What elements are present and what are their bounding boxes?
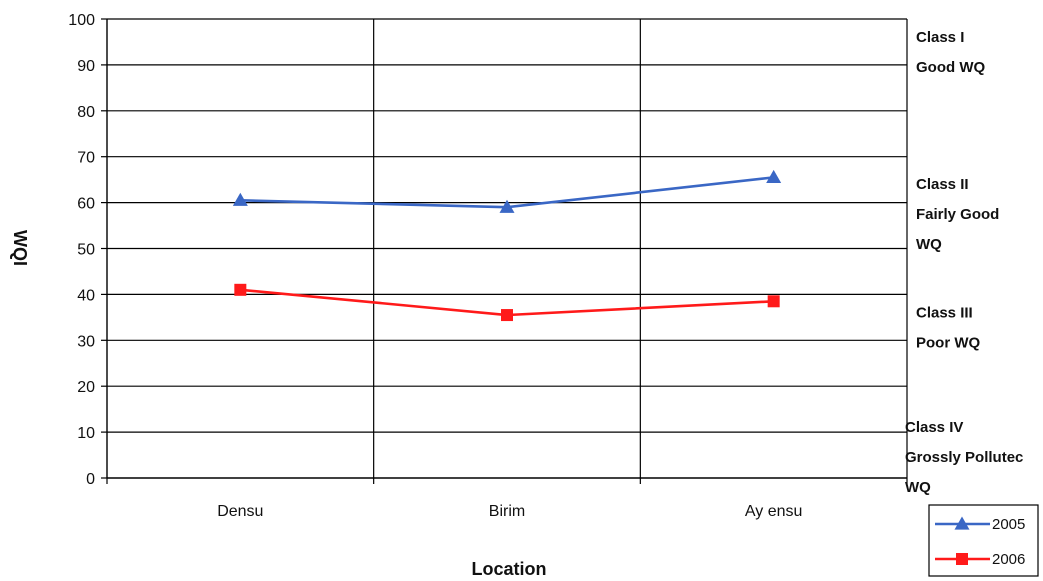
series-2006 — [234, 283, 780, 322]
x-tick-label: Birim — [489, 503, 525, 520]
y-tick-label: 90 — [77, 58, 95, 75]
x-tick-label: Densu — [217, 503, 263, 520]
legend-box — [928, 504, 1039, 577]
data-point — [767, 295, 780, 308]
x-axis-title: Location — [472, 559, 547, 579]
legend-marker — [954, 516, 970, 530]
series-2005 — [232, 169, 782, 213]
y-tick-label: 60 — [77, 196, 95, 213]
class-label-line: Grossly Pollutec — [905, 449, 1023, 466]
data-point — [234, 283, 247, 296]
x-tick-labels: Densu Birim Ay ensu — [217, 503, 802, 520]
legend: 2005 2006 — [928, 504, 1039, 577]
class-label-line: WQ — [916, 236, 942, 253]
y-tick-label: 0 — [86, 471, 95, 488]
y-tick-label: 30 — [77, 333, 95, 350]
legend-item-2006: 2006 — [935, 551, 1025, 568]
y-tick-label: 40 — [77, 287, 95, 304]
class-label-line: Poor WQ — [916, 334, 980, 351]
y-tick-label: 100 — [68, 12, 95, 29]
y-tick-label: 10 — [77, 425, 95, 442]
class-annotation: Class III Poor WQ — [916, 304, 980, 351]
y-tick-label: 80 — [77, 104, 95, 121]
legend-item-2005: 2005 — [935, 516, 1025, 533]
class-annotation: Class IV Grossly Pollutec WQ — [905, 419, 1023, 496]
class-label-line: Class IV — [905, 419, 963, 436]
series-group — [232, 169, 782, 322]
data-point — [499, 199, 515, 213]
class-label-line: Class I — [916, 29, 964, 46]
class-label-line: Class III — [916, 304, 973, 321]
x-tick-label: Ay ensu — [745, 503, 803, 520]
y-tick-label: 50 — [77, 242, 95, 259]
data-point — [501, 309, 513, 322]
gridlines — [107, 18, 908, 478]
class-annotation: Class I Good WQ — [916, 29, 985, 76]
axes — [101, 18, 908, 484]
y-tick-label: 70 — [77, 150, 95, 167]
class-label-line: Class II — [916, 176, 969, 193]
legend-label: 2005 — [992, 516, 1025, 533]
data-point — [232, 192, 248, 206]
legend-label: 2006 — [992, 551, 1025, 568]
data-point — [766, 169, 782, 183]
y-tick-labels: 0 10 20 30 40 50 60 70 80 90 100 — [68, 12, 95, 488]
class-annotation: Class II Fairly Good WQ — [916, 176, 999, 253]
class-label-line: WQ — [905, 479, 931, 496]
y-axis-title: WQI — [10, 230, 30, 266]
y-tick-label: 20 — [77, 379, 95, 396]
class-label-line: Fairly Good — [916, 206, 999, 223]
class-label-line: Good WQ — [916, 59, 985, 76]
legend-marker — [956, 553, 968, 565]
